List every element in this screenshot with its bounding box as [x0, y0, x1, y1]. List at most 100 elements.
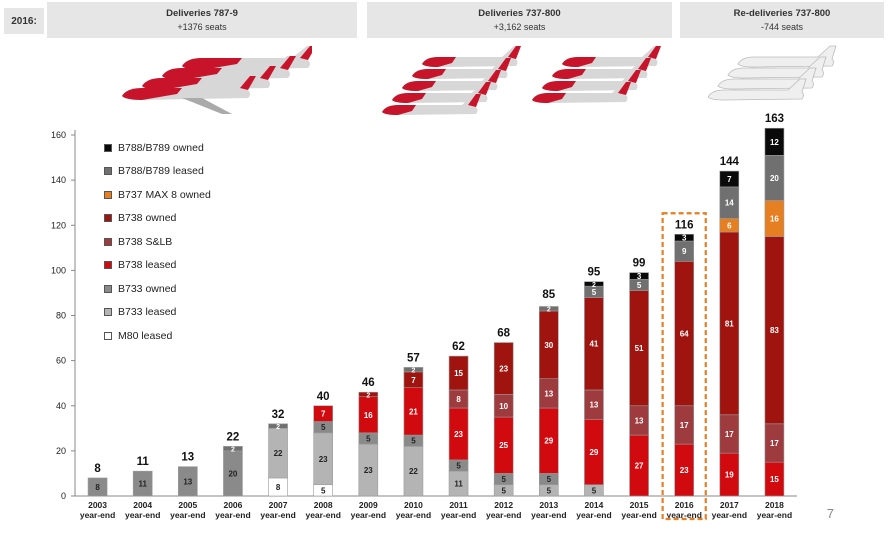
header-box-redeliveries-sub: -744 seats: [760, 22, 804, 32]
bar-segment-label: 23: [454, 430, 463, 439]
x-tick-label: 2012: [494, 500, 513, 510]
x-tick-label: 2018: [765, 500, 784, 510]
x-tick-label: 2010: [404, 500, 423, 510]
bar-segment: [764, 127, 785, 156]
737-aircraft-illustration-group-2: [532, 46, 661, 103]
bar-segment-label: 16: [364, 411, 373, 420]
header-box-787-title: Deliveries 787-9: [166, 8, 238, 19]
bar-total-label: 68: [497, 328, 510, 340]
bar-segment-label: 11: [138, 480, 147, 489]
x-tick-label: year-end: [215, 510, 250, 520]
bar-segment-label: 29: [544, 437, 553, 446]
bar-segment: [539, 306, 559, 312]
bar-segment-label: 27: [635, 462, 644, 471]
bar-segment-label: 23: [364, 466, 373, 475]
header-year-label: 2016:: [11, 15, 37, 27]
bar-total-label: 8: [94, 463, 101, 475]
x-tick-label: year-end: [351, 510, 386, 520]
bar-segment-label: 51: [635, 344, 644, 353]
x-tick-label: 2007: [269, 500, 288, 510]
bar-segment-label: 11: [454, 480, 463, 489]
bar-segment-label: 21: [409, 407, 418, 416]
bar-total-label: 163: [765, 113, 784, 125]
legend-label: B733 leased: [118, 306, 177, 319]
bar-segment: [223, 446, 243, 452]
x-tick-label: year-end: [396, 510, 431, 520]
bar-total-label: 32: [272, 409, 285, 421]
bar-segment-label: 17: [680, 421, 689, 430]
bar-segment-label: 5: [592, 486, 597, 495]
bar-segment-label: 5: [501, 486, 506, 495]
bar-segment-label: 2: [411, 368, 415, 375]
bar-total-label: 11: [137, 456, 150, 468]
bar-segment: [268, 423, 288, 429]
bar-segment-label: 5: [637, 281, 642, 290]
x-tick-label: 2011: [449, 500, 468, 510]
legend-label: B738 leased: [118, 259, 177, 272]
y-tick-label: 140: [51, 175, 66, 185]
bar-segment-label: 83: [770, 326, 779, 335]
bar-segment-label: 29: [589, 448, 598, 457]
bar-segment-label: 2: [276, 424, 280, 431]
bar-segment-label: 8: [95, 483, 100, 492]
legend-label: B738 S&LB: [118, 235, 173, 248]
bar-segment-label: 5: [321, 423, 326, 432]
bar-segment: [674, 233, 694, 242]
737-aircraft-illustration-group-1: [382, 46, 521, 115]
y-tick-label: 60: [56, 356, 66, 366]
legend-swatch: [104, 190, 112, 199]
bar-segment-label: 5: [592, 288, 597, 297]
bar-segment-label: 2: [366, 392, 370, 399]
header-box-redeliveries: Re-deliveries 737-800 -744 seats: [680, 2, 884, 38]
x-tick-label: 2005: [178, 500, 197, 510]
x-tick-label: year-end: [170, 510, 205, 520]
bar-segment-label: 5: [366, 434, 371, 443]
header-box-737-title: Deliveries 737-800: [478, 8, 561, 19]
bar-segment-label: 8: [276, 483, 281, 492]
bar-segment-label: 15: [770, 475, 779, 484]
bar-segment-label: 23: [319, 455, 328, 464]
legend-label: B738 owned: [118, 212, 177, 225]
bar-segment-label: 81: [725, 319, 734, 328]
bar-segment-label: 3: [637, 272, 642, 281]
bar-segment-label: 2: [547, 307, 551, 314]
header-year: 2016:: [4, 8, 44, 34]
legend-swatch: [104, 331, 112, 340]
highlight-2016-box: [661, 212, 707, 521]
legend-item: B738 S&LB: [104, 230, 211, 254]
legend-label: B733 owned: [118, 282, 177, 295]
bar-segment: [358, 391, 379, 398]
bar-segment-label: 9: [682, 247, 687, 256]
x-tick-label: year-end: [666, 510, 701, 520]
x-tick-label: 2004: [133, 500, 152, 510]
header-box-737-sub: +3,162 seats: [493, 22, 546, 32]
legend-item: B737 MAX 8 owned: [104, 183, 211, 207]
y-tick-label: 100: [51, 265, 66, 275]
bar-segment-label: 15: [454, 369, 463, 378]
legend-label: M80 leased: [118, 329, 173, 342]
y-tick-label: 80: [56, 311, 66, 321]
x-tick-label: year-end: [260, 510, 295, 520]
y-tick-label: 0: [61, 491, 66, 501]
x-tick-label: year-end: [486, 510, 521, 520]
x-tick-label: year-end: [80, 510, 115, 520]
x-tick-label: 2017: [720, 500, 739, 510]
bar-segment-label: 13: [183, 477, 192, 486]
header-box-787-sub: +1376 seats: [177, 22, 227, 32]
bar-segment: [403, 367, 424, 373]
bar-segment-label: 8: [456, 395, 461, 404]
x-tick-label: 2006: [223, 500, 242, 510]
bar-segment-label: 12: [770, 138, 779, 147]
bar-segment: [313, 405, 333, 422]
legend-item: B788/B789 leased: [104, 160, 211, 184]
legend-item: B733 leased: [104, 301, 211, 325]
legend-label: B788/B789 leased: [118, 165, 204, 178]
bar-segment-label: 5: [547, 475, 552, 484]
bar-segment-label: 13: [589, 401, 598, 410]
legend-item: M80 leased: [104, 324, 211, 348]
legend-swatch: [104, 261, 112, 270]
bar-segment-label: 13: [544, 389, 553, 398]
bar-segment-label: 14: [725, 199, 734, 208]
y-tick-label: 20: [56, 446, 66, 456]
